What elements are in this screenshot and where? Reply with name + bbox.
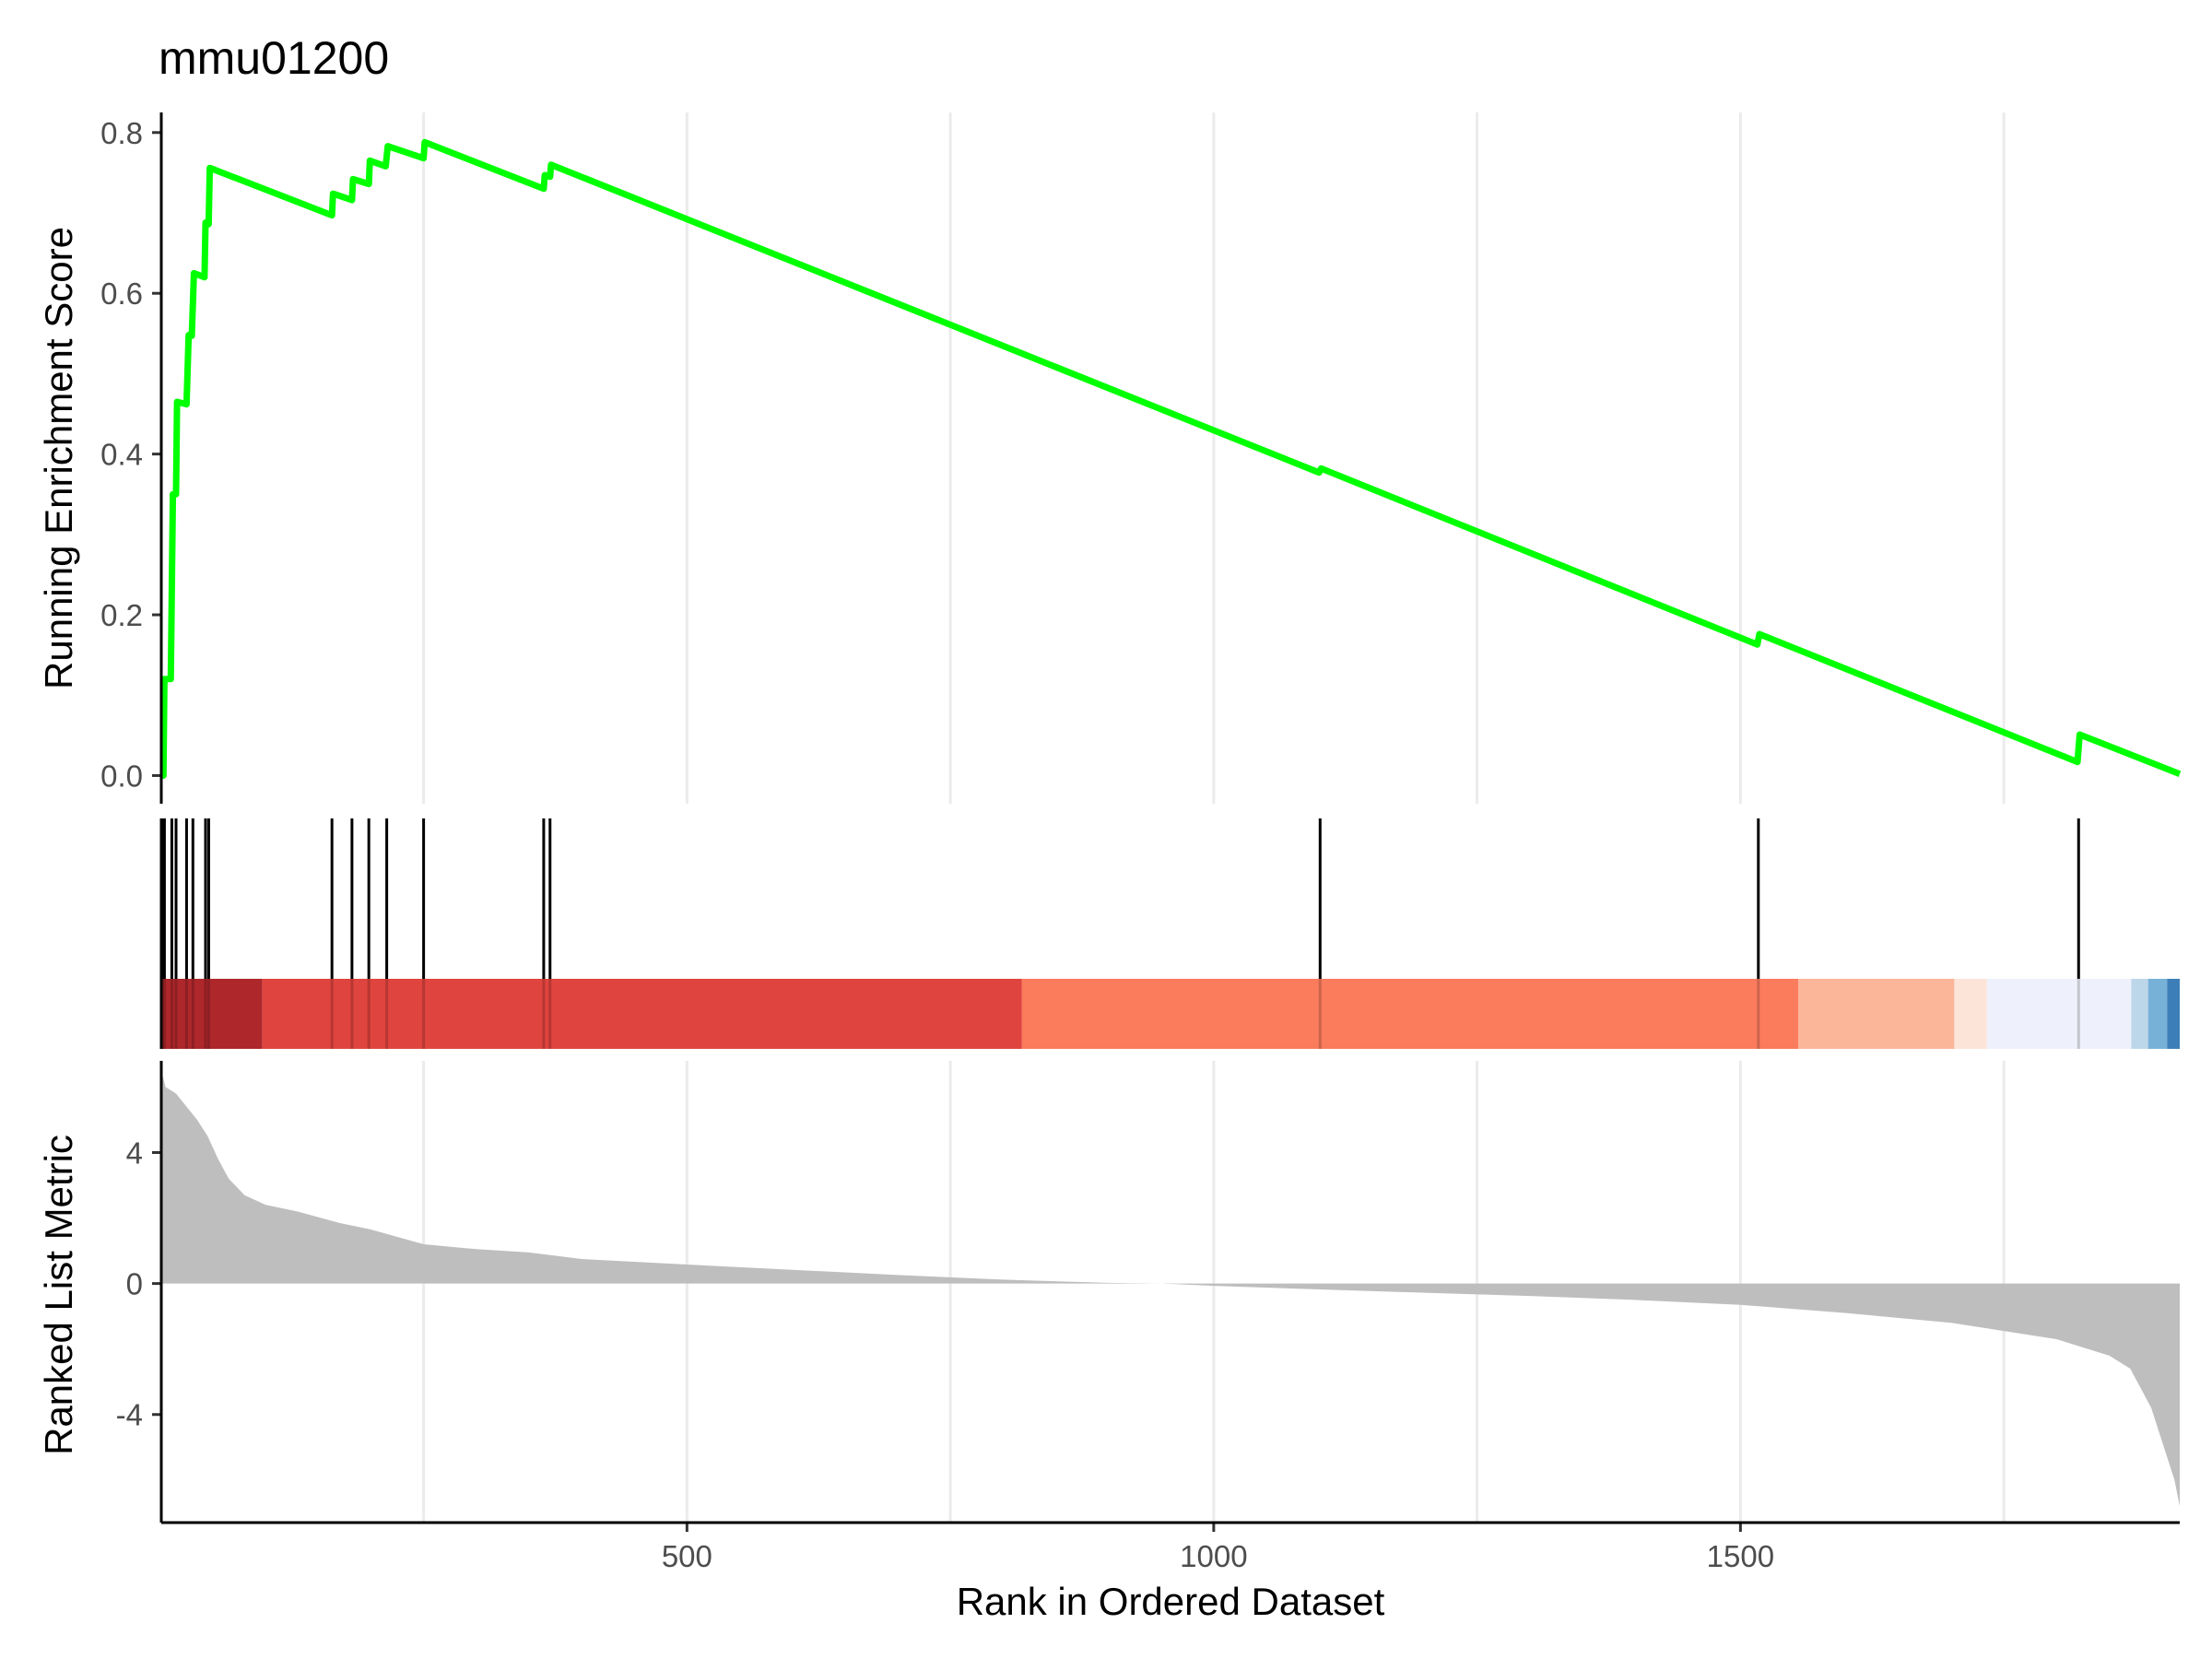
- es-y-axis-ticks: 0.0 0.2 0.4 0.6 0.8: [100, 116, 161, 793]
- es-y-tick-label: 0.4: [100, 438, 143, 472]
- metric-y-tick-label: -4: [116, 1398, 143, 1432]
- color-bands: [161, 979, 2180, 1049]
- x-axis-label: Rank in Ordered Dataset: [957, 1580, 1385, 1623]
- color-band: [262, 979, 1022, 1049]
- es-y-tick-label: 0.2: [100, 598, 143, 632]
- color-band: [1798, 979, 1955, 1049]
- color-band: [1954, 979, 1987, 1049]
- x-tick-label: 1500: [1707, 1539, 1774, 1573]
- x-tick-label: 500: [662, 1539, 712, 1573]
- color-band: [161, 979, 263, 1049]
- metric-y-axis-ticks: -4 0 4: [116, 1135, 161, 1432]
- metric-panel: -4 0 4 500 1000 1500 Ranked List Metric Rank…: [37, 1061, 2180, 1623]
- color-band: [2147, 979, 2168, 1049]
- es-y-axis-label: Running Enrichment Score: [37, 227, 80, 689]
- color-band: [2131, 979, 2148, 1049]
- color-band: [1021, 979, 1799, 1049]
- es-y-tick-label: 0.6: [100, 276, 143, 311]
- chart-title: mmu01200: [159, 32, 389, 84]
- hit-lines: [160, 818, 2080, 1049]
- es-y-tick-label: 0.0: [100, 759, 143, 793]
- metric-y-tick-label: 0: [126, 1267, 143, 1301]
- x-tick-label: 1000: [1180, 1539, 1247, 1573]
- hits-panel: [159, 818, 2180, 1049]
- es-panel: 0.0 0.2 0.4 0.6 0.8 Running Enrichment Score: [37, 112, 2182, 804]
- metric-y-tick-label: 4: [126, 1135, 143, 1170]
- es-line: [159, 138, 2182, 779]
- es-y-tick-label: 0.8: [100, 116, 143, 150]
- metric-x-axis-ticks: 500 1000 1500: [662, 1523, 1774, 1573]
- metric-area: [161, 1070, 2180, 1507]
- color-band: [2167, 979, 2180, 1049]
- es-grid: [422, 112, 2006, 804]
- metric-y-axis-label: Ranked List Metric: [37, 1135, 80, 1455]
- color-band: [1986, 979, 2132, 1049]
